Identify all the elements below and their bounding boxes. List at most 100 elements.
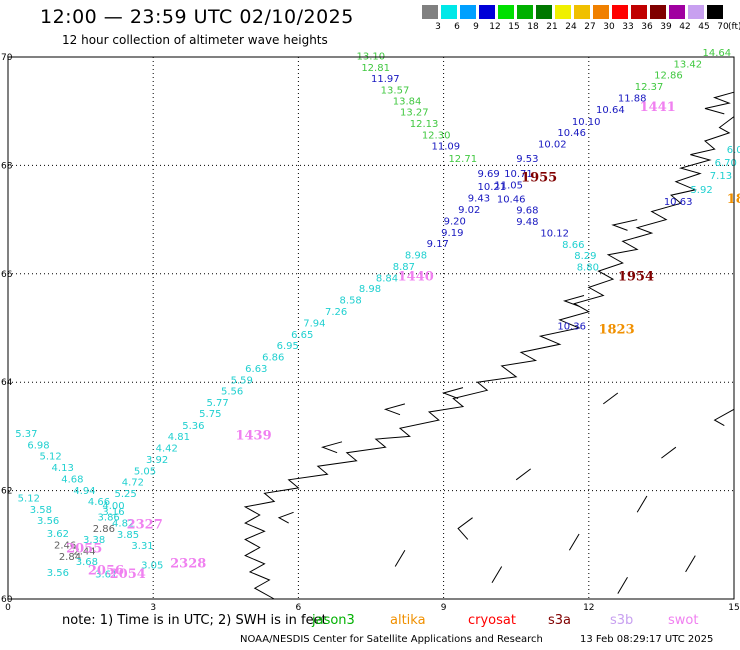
legend-label: 27 xyxy=(584,22,596,32)
swh-value-label: 10.36 xyxy=(557,322,586,333)
swh-value-label: 10.21 xyxy=(477,182,506,193)
swh-value-label: 10.46 xyxy=(557,128,586,139)
swh-value-label: 12.37 xyxy=(635,82,664,93)
coastline-segment xyxy=(685,555,696,573)
page-title: 12:00 — 23:59 UTC 02/10/2025 xyxy=(40,6,354,28)
swh-value-label: 9.53 xyxy=(516,154,538,165)
lat-tick-label: 70 xyxy=(1,53,13,63)
swh-value-label: 12.81 xyxy=(361,63,390,74)
legend-swatch xyxy=(631,5,647,19)
swh-value-label: 6.98 xyxy=(27,440,49,451)
swh-value-label: 6.86 xyxy=(262,353,284,364)
legend-swatch xyxy=(422,5,438,19)
pass-time-label: 2328 xyxy=(170,557,206,572)
mission-label: s3b xyxy=(610,613,634,628)
swh-value-label: 13.84 xyxy=(393,97,422,108)
page-subtitle: 12 hour collection of altimeter wave hei… xyxy=(62,33,328,47)
pass-time-label: 2327 xyxy=(127,518,163,533)
coastline-segment xyxy=(441,387,464,399)
swh-value-label: 12.86 xyxy=(654,71,683,82)
coastline-segment xyxy=(457,517,473,540)
pass-time-label: 1823 xyxy=(598,322,634,337)
legend-label: 18 xyxy=(527,22,539,32)
swh-value-label: 8.29 xyxy=(574,251,596,262)
note-text: note: 1) Time is in UTC; 2) SWH is in fe… xyxy=(62,613,327,628)
legend-swatch xyxy=(536,5,552,19)
legend-swatch xyxy=(707,5,723,19)
coastline-segment xyxy=(602,392,619,405)
swh-value-label: 3.05 xyxy=(141,561,163,572)
swh-value-label: 6.65 xyxy=(291,330,313,341)
swh-value-label: 4.81 xyxy=(168,432,190,443)
swh-value-label: 2.86 xyxy=(93,524,115,535)
norway-coastline xyxy=(243,91,735,600)
swh-value-label: 10.64 xyxy=(596,105,625,116)
legend-swatch xyxy=(574,5,590,19)
coastline-segment xyxy=(568,533,580,551)
swh-value-label: 3.16 xyxy=(102,507,124,518)
swh-value-label: 11.09 xyxy=(432,142,461,153)
coastline-segment xyxy=(243,116,735,600)
legend-swatch xyxy=(555,5,571,19)
coastline-segment xyxy=(661,446,677,459)
pass-time-label: 1954 xyxy=(618,269,654,284)
swh-value-label: 5.77 xyxy=(206,398,228,409)
legend-label: 42 xyxy=(679,22,691,32)
coastline-segment xyxy=(636,495,648,513)
swh-value-label: 13.42 xyxy=(674,59,703,70)
lon-tick-label: 9 xyxy=(441,603,447,613)
swh-value-label: 5.59 xyxy=(231,375,253,386)
swh-value-label: 8.58 xyxy=(340,296,362,307)
legend-label: 6 xyxy=(454,22,460,32)
swh-value-label: 8.66 xyxy=(562,240,584,251)
legend-swatch xyxy=(593,5,609,19)
swh-value-label: 12.71 xyxy=(448,154,477,165)
swh-value-label: 5.92 xyxy=(690,185,712,196)
footer-credit: NOAA/NESDIS Center for Satellite Applica… xyxy=(240,634,543,645)
legend-swatch xyxy=(612,5,628,19)
swh-value-label: 3.92 xyxy=(146,455,168,466)
pass-time-label: 2055 xyxy=(66,541,102,556)
swh-value-label: 5.12 xyxy=(39,452,61,463)
swh-value-label: 6.63 xyxy=(245,364,267,375)
coastline-segment xyxy=(394,549,406,567)
swh-value-label: 4.94 xyxy=(73,486,95,497)
swh-value-label: 12.30 xyxy=(422,130,451,141)
swh-value-label: 5.36 xyxy=(182,421,204,432)
pass-time-label: 1441 xyxy=(640,100,676,115)
pass-time-label: 1822 xyxy=(727,192,740,207)
swh-value-label: 8.80 xyxy=(577,263,599,274)
legend-label: 3 xyxy=(435,22,441,32)
lat-tick-label: 64 xyxy=(1,378,13,388)
axis-ticks: 0 3 6 9 12 15 70 68 66 64 62 60 xyxy=(1,53,740,613)
swh-value-label: 11.88 xyxy=(618,93,647,104)
swh-value-label: 3.85 xyxy=(117,530,139,541)
lon-tick-label: 0 xyxy=(5,603,11,613)
swh-value-label: 11.97 xyxy=(371,74,400,85)
swh-value-label: 3.62 xyxy=(47,529,69,540)
coastline-segment xyxy=(704,91,735,115)
coastline-segment xyxy=(277,511,294,524)
legend-label: 33 xyxy=(622,22,634,32)
swh-value-label: 5.75 xyxy=(199,409,221,420)
swh-value-label: 4.66 xyxy=(88,497,110,508)
swh-value-label: 9.02 xyxy=(458,205,480,216)
coastline-segment xyxy=(562,295,585,307)
footer-timestamp: 13 Feb 08:29:17 UTC 2025 xyxy=(580,634,714,645)
legend-swatch xyxy=(479,5,495,19)
swh-value-label: 5.56 xyxy=(221,387,243,398)
lat-tick-label: 60 xyxy=(1,595,13,605)
swh-value-label: 9.19 xyxy=(441,228,463,239)
legend-label: 45 xyxy=(698,22,710,32)
legend-swatch xyxy=(669,5,685,19)
swh-value-label: 3.86 xyxy=(98,512,120,523)
legend-label: 36 xyxy=(641,22,653,32)
swh-value-label: 3.61 xyxy=(95,569,117,580)
swh-value-label: 4.42 xyxy=(156,444,178,455)
swh-value-label: 10.12 xyxy=(540,228,569,239)
swh-value-label: 4.68 xyxy=(61,474,83,485)
note-line: note: 1) Time is in UTC; 2) SWH is in fe… xyxy=(62,613,327,628)
swh-value-label: 3.38 xyxy=(83,535,105,546)
swh-value-label: 3.56 xyxy=(37,516,59,527)
